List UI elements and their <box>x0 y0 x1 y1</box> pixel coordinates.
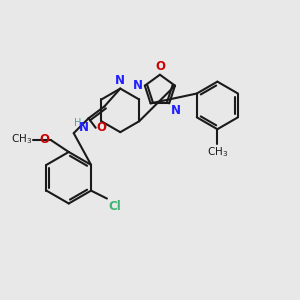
Text: O: O <box>155 60 165 73</box>
Text: N: N <box>115 74 125 87</box>
Text: CH$_3$: CH$_3$ <box>207 145 228 159</box>
Text: N: N <box>79 121 89 134</box>
Text: N: N <box>171 104 181 117</box>
Text: Cl: Cl <box>108 200 121 212</box>
Text: CH$_3$: CH$_3$ <box>11 132 32 146</box>
Text: H: H <box>74 118 82 128</box>
Text: O: O <box>39 133 49 146</box>
Text: N: N <box>133 79 143 92</box>
Text: O: O <box>97 121 107 134</box>
